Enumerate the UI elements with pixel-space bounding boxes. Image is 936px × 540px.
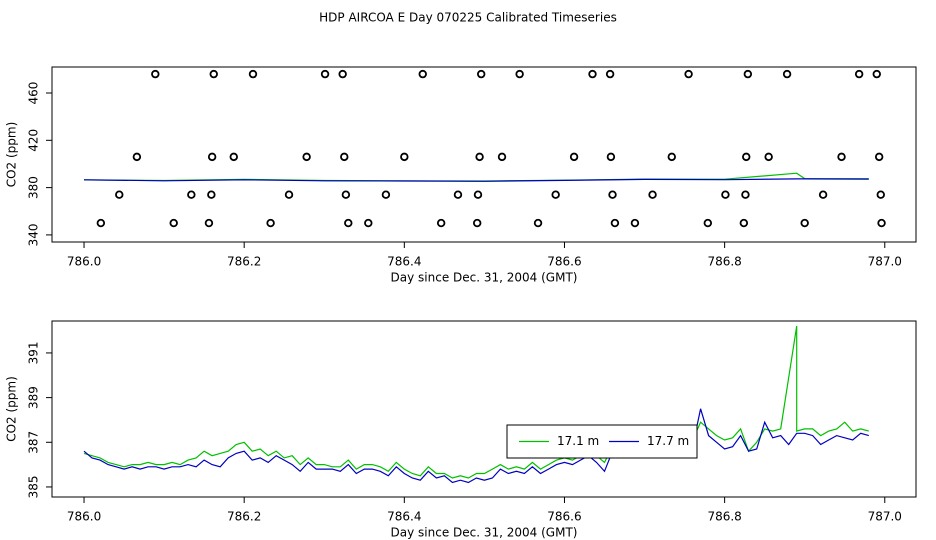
page-title: HDP AIRCOA E Day 070225 Calibrated Times…	[319, 11, 617, 25]
calibration-point	[800, 218, 809, 228]
calibration-point	[741, 190, 750, 199]
calibration-point	[742, 152, 751, 162]
calibration-point	[569, 152, 579, 162]
calibration-point	[610, 218, 620, 228]
series-line	[83, 326, 869, 479]
calibration-point	[266, 218, 275, 228]
x-tick-label: 786.4	[387, 255, 421, 269]
calibration-point	[187, 190, 196, 199]
x-tick-label: 786.0	[67, 510, 101, 524]
y-axis-label: CO2 (ppm)	[5, 122, 19, 188]
calibration-point	[338, 69, 347, 79]
y-tick-label: 389	[27, 386, 41, 409]
x-tick-label: 786.6	[547, 510, 581, 524]
calibration-point	[648, 190, 657, 199]
calibration-point	[418, 69, 427, 79]
legend-label: 17.7 m	[647, 434, 689, 448]
plot-frame	[51, 66, 917, 243]
calibration-point	[667, 152, 676, 162]
calibration-point	[606, 152, 616, 162]
calibration-point	[876, 190, 885, 199]
calibration-point	[436, 218, 446, 228]
y-tick-label: 420	[27, 129, 41, 152]
calibration-point	[381, 190, 391, 199]
legend-label: 17.1 m	[557, 434, 599, 448]
calibration-point	[854, 69, 864, 79]
y-tick-label: 385	[27, 475, 41, 498]
calibration-point	[473, 190, 483, 199]
calibration-point	[608, 190, 617, 199]
calibration-point	[207, 190, 216, 199]
calibration-point	[703, 218, 713, 228]
calibration-point	[229, 152, 238, 162]
calibration-point	[721, 190, 730, 199]
y-axis-label: CO2 (ppm)	[5, 376, 19, 442]
y-tick-label: 460	[27, 82, 41, 105]
x-tick-label: 786.4	[387, 510, 421, 524]
y-tick-label: 380	[27, 176, 41, 199]
calibration-point	[837, 152, 846, 162]
calibration-point	[248, 69, 258, 79]
calibration-point	[475, 152, 484, 162]
calibration-point	[605, 69, 615, 79]
calibration-point	[132, 152, 142, 162]
y-tick-label: 387	[27, 431, 41, 454]
x-tick-label: 786.0	[67, 255, 101, 269]
calibration-point	[364, 218, 373, 228]
calibration-point	[151, 69, 160, 79]
calibration-point	[515, 69, 524, 79]
calibration-point	[782, 69, 792, 79]
calibration-point	[340, 152, 349, 162]
calibration-point	[96, 218, 106, 228]
calibration-point	[533, 218, 543, 228]
calibration-point	[588, 69, 597, 79]
calibration-point	[630, 218, 640, 228]
calibration-point	[684, 69, 693, 79]
calibration-point	[284, 190, 294, 199]
calibration-point	[497, 152, 507, 162]
x-axis-label: Day since Dec. 31, 2004 (GMT)	[391, 271, 578, 285]
y-tick-label: 340	[27, 223, 41, 246]
x-tick-label: 786.8	[707, 255, 741, 269]
calibration-point	[877, 218, 886, 228]
calibration-point	[818, 190, 828, 199]
y-tick-label: 391	[27, 341, 41, 364]
x-axis-label: Day since Dec. 31, 2004 (GMT)	[391, 526, 578, 540]
calibration-point	[453, 190, 463, 199]
x-tick-label: 786.2	[227, 510, 261, 524]
calibration-point	[207, 152, 217, 162]
series-line	[83, 178, 869, 182]
x-tick-label: 786.8	[707, 510, 741, 524]
calibration-point	[169, 218, 178, 228]
x-tick-label: 787.0	[868, 510, 902, 524]
calibration-point	[344, 218, 353, 228]
calibration-point	[400, 152, 409, 162]
calibration-point	[764, 152, 773, 162]
calibration-point	[739, 218, 749, 228]
calibration-point	[115, 190, 124, 199]
plot-frame	[51, 320, 917, 498]
calibration-point	[743, 69, 753, 79]
series-line	[83, 408, 869, 484]
calibration-point	[320, 69, 330, 79]
x-tick-label: 786.2	[227, 255, 261, 269]
calibration-point	[551, 190, 560, 199]
x-tick-label: 787.0	[868, 255, 902, 269]
x-tick-label: 786.6	[547, 255, 581, 269]
calibration-point	[472, 218, 482, 228]
calibration-point	[209, 69, 218, 79]
calibration-point	[302, 152, 311, 162]
calibration-point	[874, 152, 884, 162]
calibration-point	[872, 69, 881, 79]
calibration-point	[204, 218, 214, 228]
calibration-point	[476, 69, 486, 79]
calibration-point	[341, 190, 351, 199]
